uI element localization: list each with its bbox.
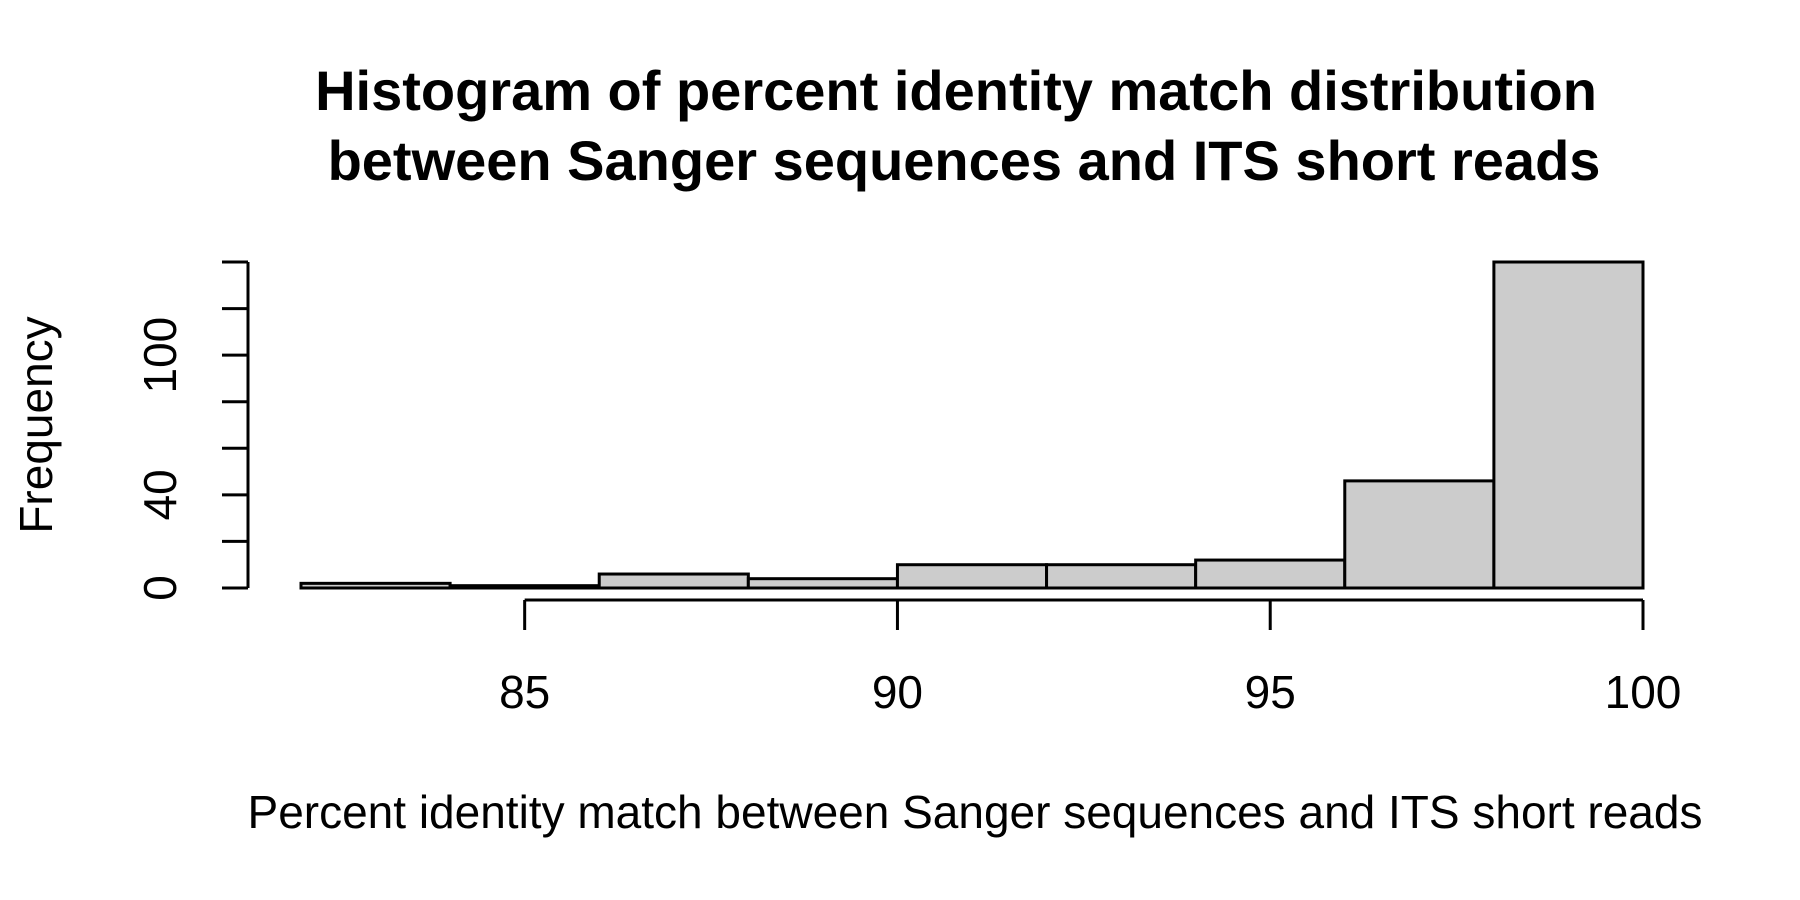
histogram-bar	[597, 572, 750, 590]
histogram-bar	[299, 581, 452, 590]
x-axis: 85 90 95 100	[499, 598, 1682, 718]
chart-title-line-1: Histogram of percent identity match dist…	[315, 59, 1597, 122]
x-tick-label: 100	[1605, 666, 1682, 718]
histogram-bar	[448, 584, 601, 590]
y-axis-label: Frequency	[10, 316, 62, 533]
histogram-bar	[1194, 558, 1347, 590]
histogram-bar	[1343, 479, 1496, 590]
histogram-bar	[1045, 563, 1198, 590]
histogram-bar	[746, 577, 899, 590]
histogram-bar	[1492, 260, 1645, 590]
histogram-bar	[895, 563, 1049, 590]
y-tick-label: 0	[134, 575, 186, 601]
x-axis-label: Percent identity match between Sanger se…	[248, 786, 1703, 838]
chart-title-line-2: between Sanger sequences and ITS short r…	[328, 129, 1601, 192]
y-axis: 0 40 100	[134, 260, 250, 601]
x-tick-label: 95	[1245, 666, 1296, 718]
x-tick-label: 85	[499, 666, 550, 718]
x-tick-label: 90	[872, 666, 923, 718]
y-tick-label: 40	[134, 469, 186, 520]
y-tick-label: 100	[134, 317, 186, 394]
histogram-bars	[299, 260, 1645, 590]
